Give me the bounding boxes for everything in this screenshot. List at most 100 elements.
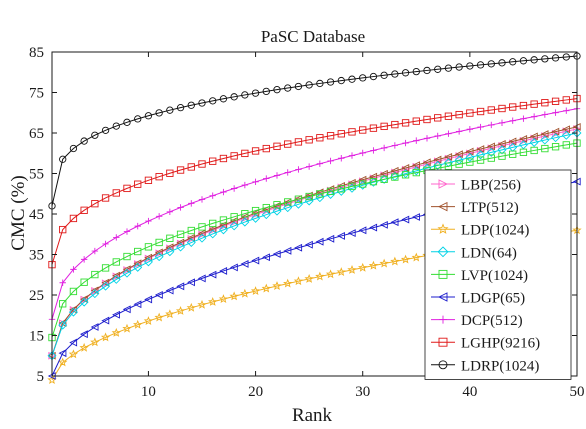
data-point — [466, 109, 474, 117]
data-point — [101, 279, 110, 288]
data-point — [358, 180, 368, 190]
data-point — [519, 57, 528, 65]
data-point — [251, 89, 260, 97]
data-point — [498, 59, 506, 67]
data-point — [497, 145, 507, 155]
data-point — [102, 240, 109, 248]
data-point — [68, 349, 79, 359]
data-point — [562, 141, 570, 149]
data-point — [273, 142, 281, 150]
data-point — [284, 140, 292, 148]
data-point — [123, 184, 131, 193]
data-point — [401, 169, 411, 179]
data-point — [551, 143, 560, 151]
data-point — [305, 192, 313, 201]
data-point — [294, 138, 303, 146]
chart-title: PaSC Database — [261, 27, 365, 46]
data-point — [197, 233, 207, 243]
data-point — [401, 215, 410, 224]
data-point — [134, 180, 142, 188]
data-point — [283, 246, 292, 255]
data-point — [219, 95, 228, 103]
data-point — [91, 247, 99, 255]
data-point — [262, 253, 270, 262]
data-point — [326, 234, 335, 243]
data-point — [304, 240, 313, 249]
data-point — [284, 198, 292, 206]
data-point — [101, 194, 110, 202]
data-point — [79, 330, 88, 339]
data-point — [90, 286, 99, 295]
data-point — [541, 55, 549, 63]
y-tick-label: 15 — [29, 329, 44, 345]
data-point — [530, 113, 538, 120]
data-point — [144, 254, 153, 263]
data-point — [219, 216, 228, 224]
data-point — [241, 91, 249, 99]
data-point — [476, 150, 486, 160]
data-point — [498, 152, 506, 160]
data-point — [155, 109, 163, 117]
y-tick-label: 85 — [29, 45, 44, 61]
data-point — [273, 172, 281, 179]
data-point — [455, 63, 463, 71]
data-point — [261, 283, 271, 293]
data-point — [284, 84, 292, 92]
data-point — [336, 267, 346, 277]
data-point — [380, 175, 388, 183]
data-point — [434, 114, 442, 122]
legend: LBP(256) LTP(512) LDP(1024) LDN(64) LVP(1024… — [424, 169, 572, 380]
data-point — [80, 137, 88, 145]
data-point — [326, 132, 335, 140]
data-point — [348, 152, 356, 159]
data-point — [423, 115, 431, 124]
data-point — [359, 74, 367, 82]
data-point — [175, 306, 186, 315]
data-point — [412, 67, 420, 76]
data-point — [133, 262, 143, 272]
data-point — [293, 276, 304, 286]
data-point — [563, 107, 570, 114]
data-point — [444, 112, 453, 120]
data-point — [123, 228, 131, 235]
legend-label: LVP(1024) — [461, 268, 528, 284]
data-point — [197, 229, 206, 238]
data-point — [187, 233, 195, 242]
legend-marker — [437, 292, 448, 302]
data-point — [69, 287, 78, 296]
data-point — [423, 135, 431, 142]
data-point — [519, 101, 528, 110]
data-point — [112, 189, 120, 197]
data-point — [198, 223, 206, 231]
data-point — [369, 72, 378, 81]
data-point — [379, 220, 388, 229]
legend-label: LDGP(65) — [461, 291, 525, 307]
data-point — [155, 213, 163, 220]
series-line — [51, 98, 578, 265]
data-point — [59, 155, 67, 163]
data-point — [219, 267, 228, 275]
y-tick-label: 45 — [29, 207, 44, 223]
x-tick-label: 10 — [141, 384, 156, 400]
data-point — [187, 226, 195, 235]
data-point — [338, 155, 345, 162]
data-point — [229, 291, 239, 301]
data-point — [562, 96, 570, 104]
x-tick-label: 30 — [355, 384, 370, 400]
data-point — [112, 271, 120, 280]
data-point — [176, 166, 185, 174]
data-point — [284, 169, 291, 176]
legend-label: LDP(1024) — [461, 223, 529, 239]
data-point — [112, 258, 120, 266]
data-point — [134, 222, 141, 230]
data-point — [144, 295, 153, 304]
data-point — [509, 117, 516, 124]
data-point — [305, 81, 313, 89]
data-point — [100, 332, 111, 342]
data-point — [487, 106, 495, 114]
data-point — [70, 266, 77, 273]
series-lvp-1024 — [48, 139, 581, 342]
data-point — [144, 176, 153, 184]
data-point — [466, 126, 474, 133]
series-ldrp-1024 — [48, 52, 581, 210]
